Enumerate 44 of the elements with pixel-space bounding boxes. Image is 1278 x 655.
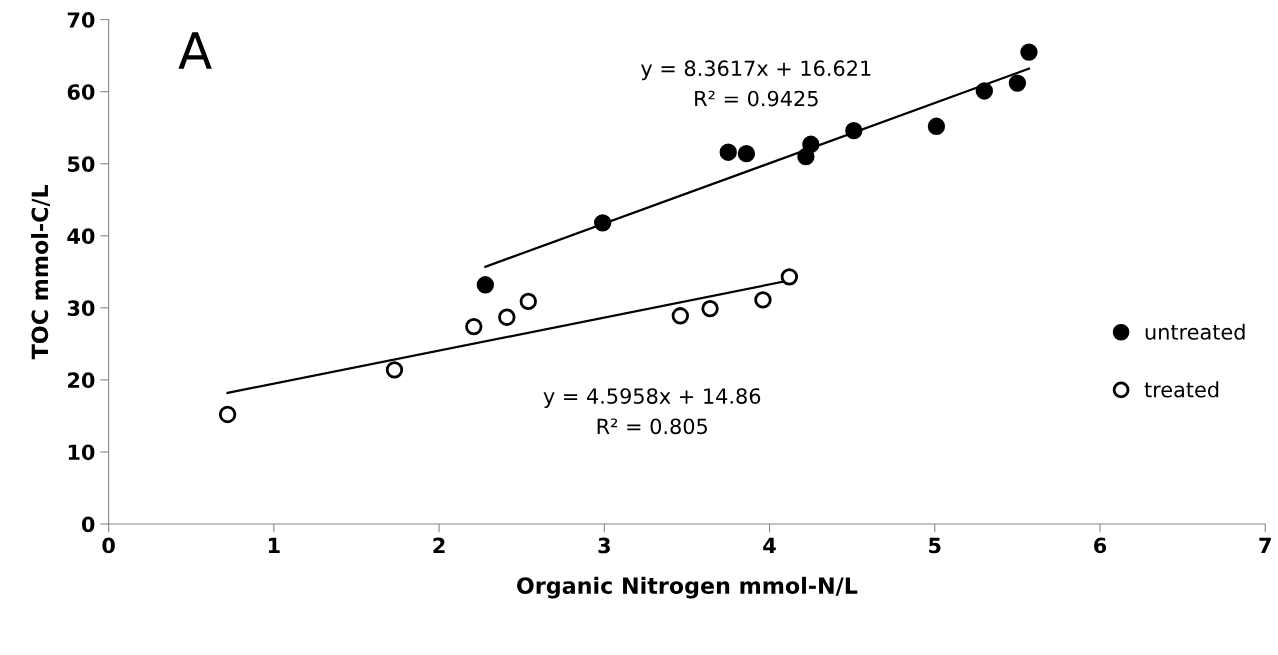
x-tick-label: 7	[1259, 537, 1271, 554]
point	[593, 214, 612, 232]
annotation: R² = 0.9425	[695, 90, 818, 107]
point	[754, 291, 772, 309]
point	[385, 361, 404, 379]
point	[671, 307, 689, 325]
point	[701, 299, 719, 318]
point	[519, 292, 537, 311]
y-axis-title: TOC mmol-C/L	[31, 184, 50, 360]
x-tick-label: 6	[1094, 537, 1107, 554]
point	[780, 268, 799, 286]
y-tick-label: 0	[81, 516, 95, 533]
legend-label: treated	[1144, 381, 1219, 398]
x-tick-label: 1	[268, 537, 280, 554]
point	[1020, 43, 1038, 61]
point	[498, 308, 516, 326]
y-tick-label: 20	[68, 372, 95, 389]
annotation: y = 8.3617x + 16.621	[641, 60, 871, 81]
point	[719, 143, 737, 161]
point	[845, 121, 863, 140]
x-tick-label: 5	[929, 537, 941, 554]
point	[218, 405, 237, 424]
point	[975, 82, 994, 100]
point	[927, 117, 946, 135]
point	[1008, 74, 1027, 92]
x-axis-title: Organic Nitrogen mmol-N/L	[517, 576, 858, 599]
annotation: y = 4.5958x + 14.86	[543, 388, 761, 408]
x-tick-label: 4	[763, 537, 776, 554]
annotation: R² = 0.805	[597, 418, 707, 435]
point	[465, 317, 483, 336]
y-tick-label: 50	[68, 156, 95, 172]
point	[476, 276, 495, 294]
x-tick-label: 2	[433, 537, 445, 554]
y-tick-label: 60	[67, 84, 95, 100]
y-tick-label: 10	[68, 444, 95, 461]
x-tick-label: 0	[102, 537, 115, 554]
annotation: A	[178, 32, 212, 69]
point	[802, 135, 820, 153]
x-tick-label: 3	[598, 537, 610, 554]
y-tick-label: 40	[67, 228, 95, 245]
y-tick-label: 70	[67, 12, 95, 28]
point	[737, 144, 756, 163]
legend-label: untreated	[1145, 323, 1245, 340]
y-tick-label: 30	[67, 300, 95, 317]
